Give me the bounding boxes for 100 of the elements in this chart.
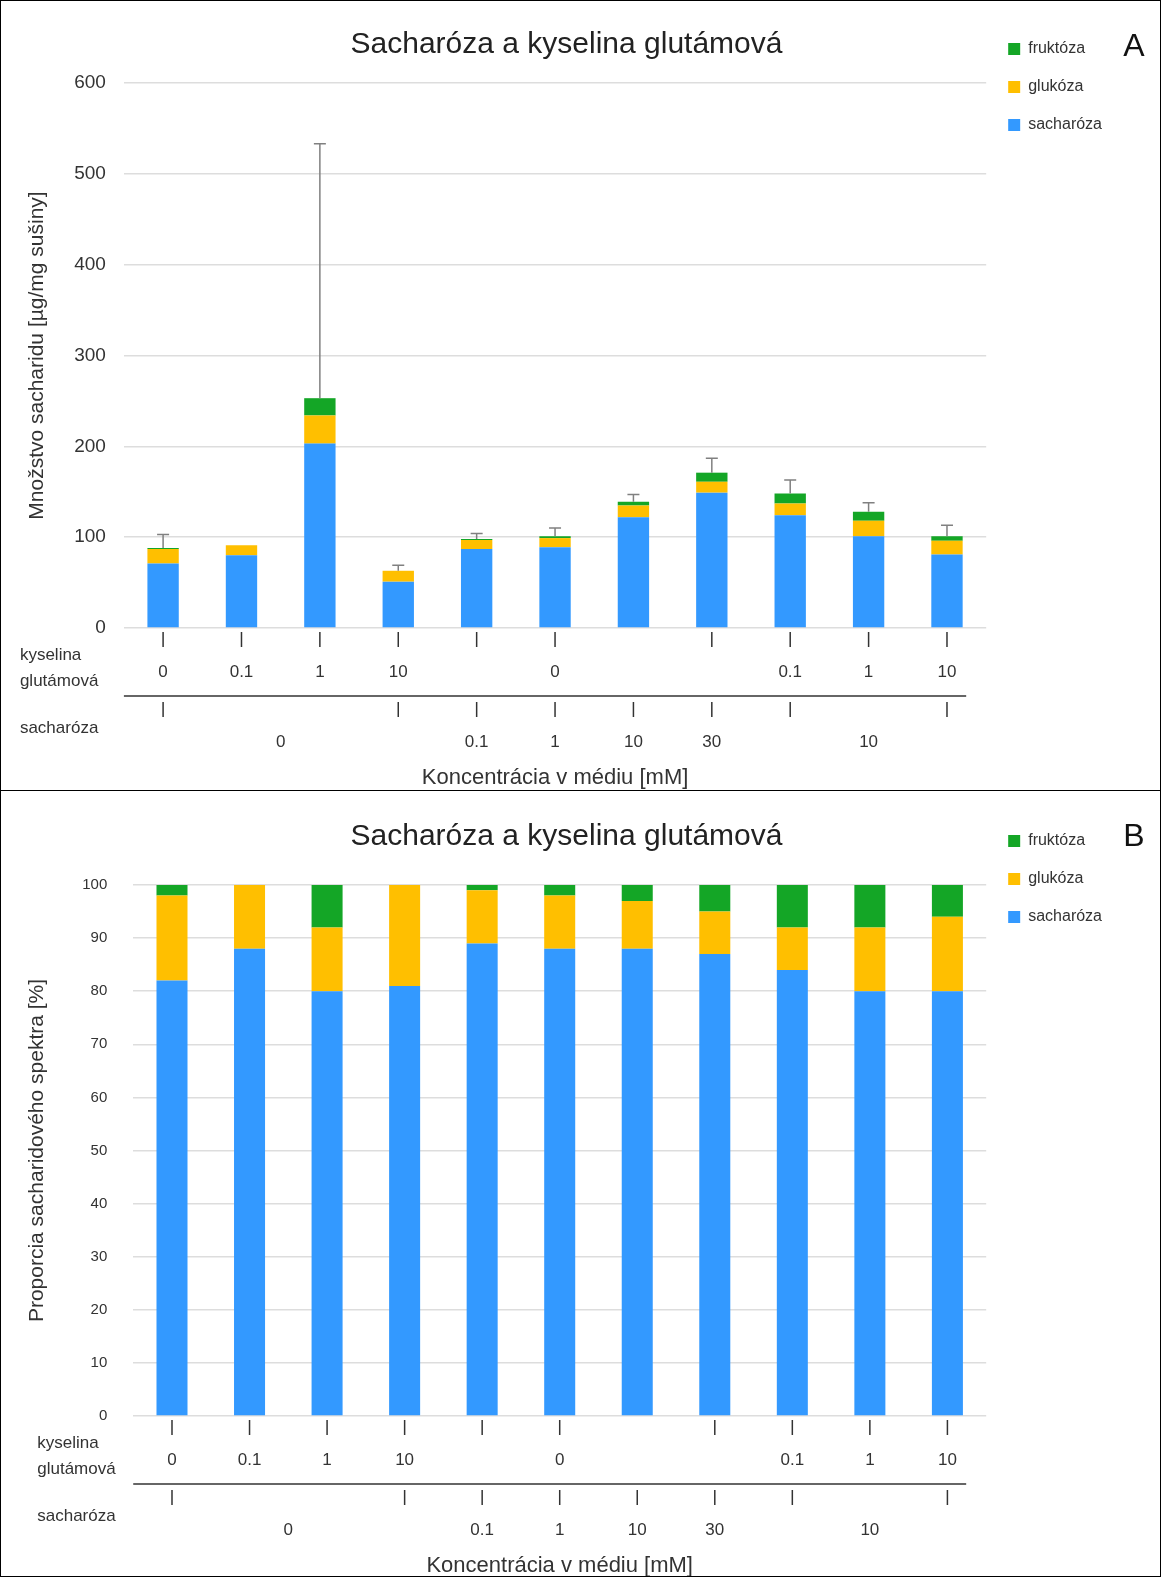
y-tick-label: 400 bbox=[74, 252, 106, 274]
text: kyselina glutámová bbox=[37, 1432, 117, 1478]
bar bbox=[776, 885, 808, 928]
bar bbox=[776, 969, 808, 1416]
bar bbox=[539, 547, 571, 628]
x-tick-label: 10 bbox=[937, 661, 957, 681]
x-tick-label: 0 bbox=[550, 661, 560, 681]
bar bbox=[544, 948, 576, 1416]
bar bbox=[931, 540, 963, 555]
bar bbox=[931, 885, 963, 917]
legend-label: fruktóza bbox=[1028, 39, 1086, 57]
text: 30 bbox=[702, 731, 722, 751]
text: 0.1 bbox=[470, 1519, 494, 1539]
bar bbox=[304, 443, 336, 628]
bar bbox=[389, 985, 421, 1416]
bar bbox=[852, 520, 885, 537]
text: 1 bbox=[554, 1519, 565, 1539]
bar bbox=[931, 536, 963, 541]
y-tick-label: 600 bbox=[74, 71, 106, 93]
y-tick-label: 500 bbox=[74, 162, 106, 184]
bar bbox=[931, 554, 963, 628]
bar bbox=[621, 900, 653, 949]
bar bbox=[234, 885, 266, 949]
y-axis-title: Množstvo sacharidu [µg/mg sušiny] bbox=[24, 191, 48, 520]
text: 10 bbox=[860, 1519, 880, 1539]
bar bbox=[854, 991, 886, 1416]
bar bbox=[621, 948, 653, 1416]
bar bbox=[699, 954, 731, 1416]
bar bbox=[466, 943, 498, 1416]
y-tick-label: 0 bbox=[98, 1406, 108, 1424]
text: 10 bbox=[627, 1519, 647, 1539]
text: B bbox=[1123, 816, 1145, 853]
y-tick-label: 300 bbox=[74, 343, 106, 365]
text: sacharóza bbox=[19, 717, 99, 737]
bar bbox=[311, 885, 343, 928]
bar bbox=[311, 927, 343, 992]
bar bbox=[854, 927, 886, 992]
text: sacharóza bbox=[37, 1505, 117, 1525]
bar bbox=[311, 991, 343, 1416]
bar bbox=[466, 890, 498, 944]
legend-label: sacharóza bbox=[1028, 907, 1103, 925]
text: 0 bbox=[283, 1519, 294, 1539]
text: 0.1 bbox=[464, 731, 489, 751]
text: 0 bbox=[275, 731, 286, 751]
bar bbox=[382, 581, 414, 628]
x-tick-label: 1 bbox=[865, 1449, 875, 1469]
bar bbox=[460, 539, 493, 549]
x-tick-label: 0 bbox=[167, 1449, 177, 1469]
x-tick-label: 0 bbox=[554, 1449, 565, 1469]
bar bbox=[225, 555, 258, 628]
y-tick-label: 100 bbox=[82, 875, 108, 893]
x-tick-label: 0.1 bbox=[237, 1449, 262, 1469]
bar bbox=[931, 916, 963, 992]
x-tick-label: 10 bbox=[395, 1449, 415, 1469]
bar bbox=[699, 911, 731, 955]
bar bbox=[156, 980, 188, 1416]
x-tick-label: 0.1 bbox=[780, 1449, 805, 1469]
bar bbox=[460, 548, 493, 628]
bar bbox=[696, 481, 728, 493]
bar bbox=[389, 885, 421, 986]
bar bbox=[774, 515, 806, 628]
y-tick-label: 100 bbox=[74, 525, 106, 547]
bar bbox=[696, 492, 728, 628]
text: 30 bbox=[705, 1519, 725, 1539]
bar bbox=[156, 885, 188, 896]
bar bbox=[852, 536, 885, 628]
x-tick-label: 0.1 bbox=[229, 661, 254, 681]
bar bbox=[544, 885, 576, 896]
bar bbox=[854, 885, 886, 928]
bar bbox=[617, 517, 650, 628]
y-tick-label: 0 bbox=[95, 616, 106, 638]
y-tick-label: 40 bbox=[90, 1193, 108, 1211]
bar bbox=[776, 927, 808, 970]
y-tick-label: 10 bbox=[90, 1353, 108, 1371]
text: 1 bbox=[550, 731, 560, 751]
bar bbox=[852, 511, 885, 521]
x-tick-label: 0 bbox=[158, 661, 168, 681]
y-tick-label: 50 bbox=[90, 1140, 108, 1158]
bar bbox=[382, 570, 414, 582]
bar bbox=[466, 885, 498, 891]
legend-label: glukóza bbox=[1028, 77, 1084, 95]
bar bbox=[774, 493, 806, 504]
y-tick-label: 70 bbox=[90, 1034, 108, 1052]
bar bbox=[621, 885, 653, 901]
bar bbox=[539, 538, 571, 548]
legend-label: sacharóza bbox=[1028, 115, 1103, 133]
y-tick-label: 60 bbox=[90, 1087, 108, 1105]
x-tick-label: 10 bbox=[937, 1449, 957, 1469]
bar bbox=[304, 415, 336, 444]
bar bbox=[234, 948, 266, 1416]
chart-title: Sacharóza a kyselina glutámová bbox=[350, 26, 783, 60]
bar bbox=[544, 895, 576, 949]
legend-label: fruktóza bbox=[1028, 831, 1086, 849]
x-tick-label: 1 bbox=[322, 1449, 332, 1469]
y-axis-title: Proporcia sacharidového spektra [%] bbox=[24, 978, 48, 1323]
chart-title: Sacharóza a kyselina glutámová bbox=[350, 818, 783, 852]
text: 10 bbox=[859, 731, 879, 751]
x-tick-label: 0.1 bbox=[778, 661, 803, 681]
x-axis-title: Koncentrácia v médiu [mM] bbox=[421, 764, 689, 790]
x-tick-label: 10 bbox=[388, 661, 408, 681]
